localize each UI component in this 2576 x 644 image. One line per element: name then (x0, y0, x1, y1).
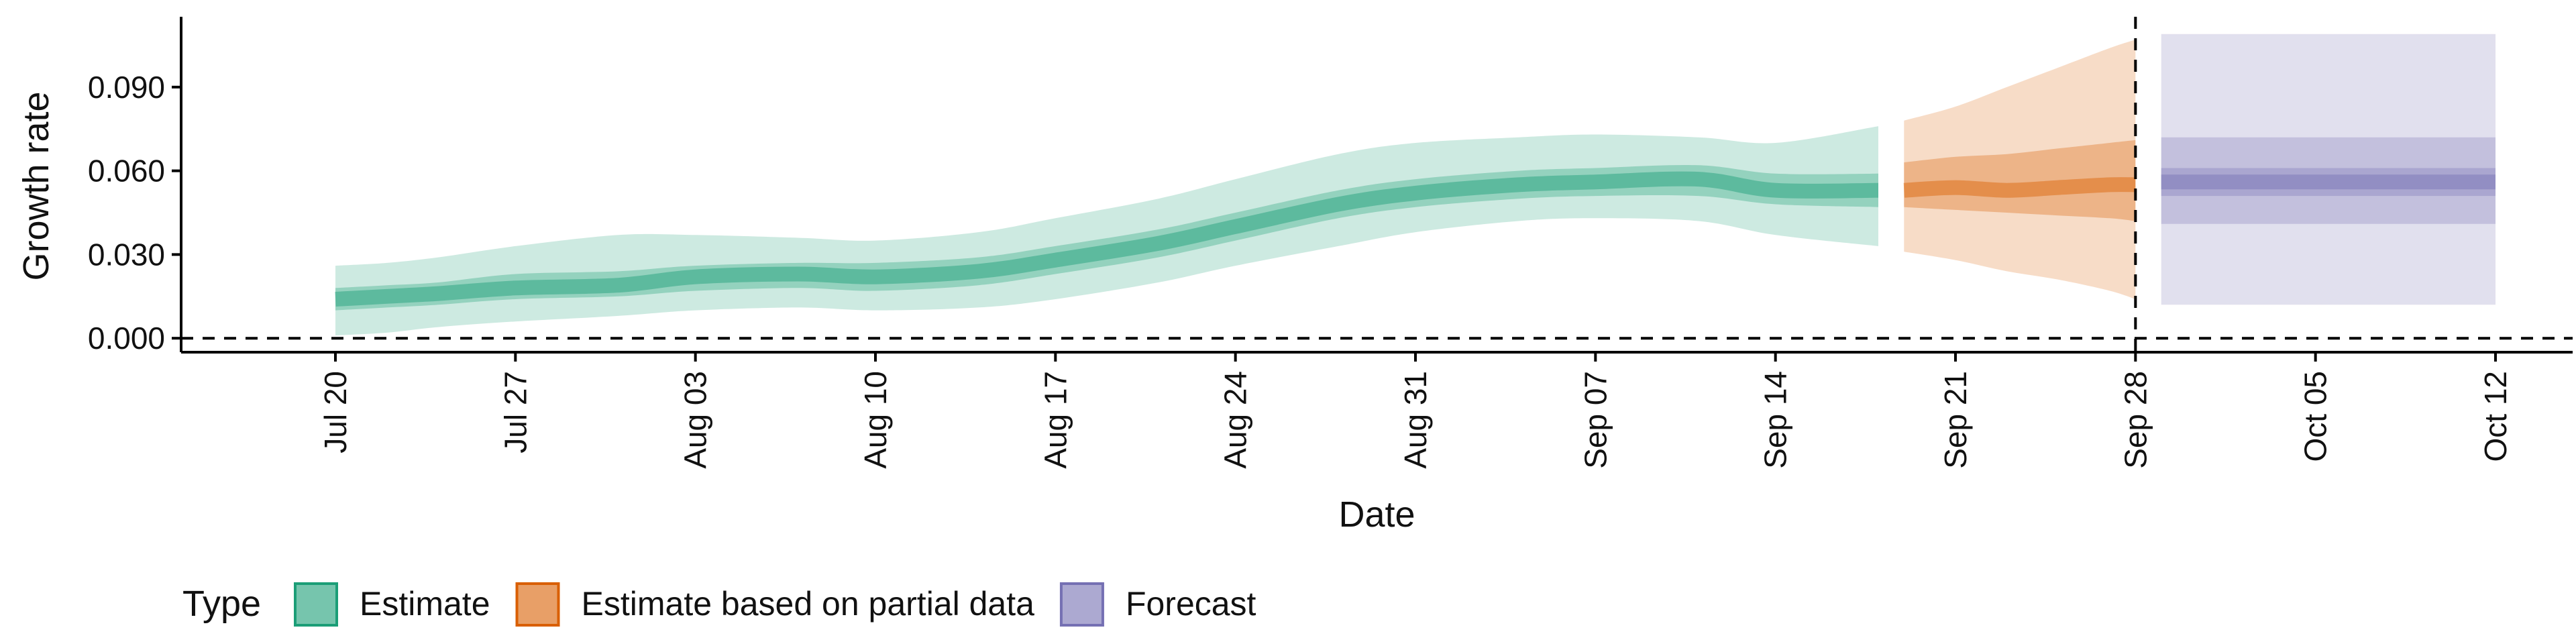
y-tick-label: 0.060 (88, 154, 165, 189)
reference-lines (181, 17, 2573, 352)
legend-label-forecast: Forecast (1126, 585, 1256, 623)
x-tick-label: Sep 28 (2118, 371, 2153, 469)
forecast-band-75 (2161, 137, 2496, 224)
legend-key-estimate-based-on-partial-data (515, 582, 560, 627)
estimate-band-50 (335, 165, 1878, 311)
legend: Type Estimate Estimate based on partial da… (182, 582, 1256, 627)
median-lines-layer (335, 171, 2496, 307)
legend-key-forecast (1059, 582, 1104, 627)
x-tick-label: Jul 27 (498, 371, 533, 453)
estimate-band-90 (335, 126, 1878, 335)
x-tick-label: Aug 24 (1218, 371, 1253, 469)
forecast-band-90 (2161, 34, 2496, 305)
legend-title: Type (182, 584, 261, 624)
legend-key-estimate (294, 582, 338, 627)
y-axis-title: Growth rate (16, 91, 56, 280)
x-tick-label: Aug 31 (1398, 371, 1433, 469)
y-tick-label: 0.000 (88, 321, 165, 356)
x-tick-label: Oct 05 (2298, 371, 2333, 462)
estimate-based-on-partial-data-band-50 (1904, 140, 2136, 221)
x-tick-label: Sep 21 (1938, 371, 1973, 469)
x-tick-label: Sep 07 (1578, 371, 1613, 469)
forecast-band-50 (2161, 168, 2496, 197)
x-tick-label: Aug 17 (1038, 371, 1073, 469)
x-tick-label: Aug 10 (858, 371, 893, 469)
legend-label-estimate-based-on-partial-data: Estimate based on partial data (582, 585, 1035, 623)
x-tick-label: Jul 20 (318, 371, 353, 453)
x-tick-label: Sep 14 (1758, 371, 1793, 469)
x-tick-label: Oct 12 (2478, 371, 2513, 462)
x-axis-title: Date (1338, 494, 1415, 535)
estimate-based-on-partial-data-band-90 (1904, 40, 2136, 299)
y-tick-label: 0.090 (88, 70, 165, 105)
estimate-based-on-partial-data-median-line (1903, 177, 2136, 198)
bands-layer (335, 34, 2496, 335)
x-tick-label: Aug 03 (678, 371, 713, 469)
legend-label-estimate: Estimate (360, 585, 490, 623)
estimate-median-line (335, 171, 1879, 307)
axes: 0.000 0.030 0.060 0.090 Jul 20 Jul 27 Aug 03 Au… (16, 17, 2573, 535)
y-tick-label: 0.030 (88, 237, 165, 272)
